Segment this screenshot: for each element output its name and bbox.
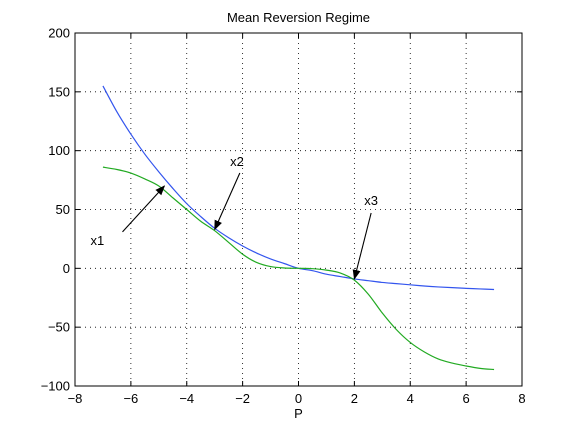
plot-background	[75, 33, 522, 386]
annotation-layer: x1 x2 x3	[90, 154, 378, 280]
annotation-label-x2: x2	[230, 154, 244, 169]
x-tick-label: 0	[295, 391, 302, 406]
y-tick-label: 50	[56, 202, 70, 217]
series-line-2	[102, 166, 495, 371]
x-tick-label: 2	[351, 391, 358, 406]
x-tick-label: −2	[235, 391, 250, 406]
annotation-label-x3: x3	[364, 193, 378, 208]
x-tick-label: −8	[68, 391, 83, 406]
annotation-arrow-x2	[214, 172, 241, 231]
y-tick-label: 100	[48, 143, 70, 158]
x-tick-label: 8	[518, 391, 525, 406]
y-tick-label: −100	[41, 379, 70, 394]
x-tick-label: 4	[407, 391, 414, 406]
y-tick-label: 150	[48, 84, 70, 99]
x-tick-label: −4	[179, 391, 194, 406]
annotation-label-x1: x1	[90, 233, 104, 248]
annotation-arrow-x3	[352, 212, 372, 280]
y-tick-label: 0	[63, 261, 70, 276]
chart-title: Mean Reversion Regime	[227, 10, 370, 25]
ticks: −8 −6 −4 −2 0 2 4 6 8 −100 −50 0 50 100 150 200	[41, 26, 526, 407]
x-tick-label: 6	[463, 391, 470, 406]
x-axis-label: P	[294, 406, 303, 421]
series-layer	[102, 85, 495, 371]
y-tick-label: −50	[48, 320, 70, 335]
x-tick-label: −6	[123, 391, 138, 406]
y-tick-label: 200	[48, 26, 70, 41]
annotation-arrow-x1	[122, 185, 166, 233]
